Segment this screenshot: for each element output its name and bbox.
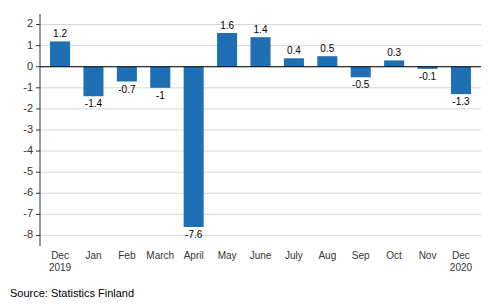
tick-mark — [36, 130, 40, 131]
data-label: -1.4 — [85, 98, 103, 109]
tick-mark — [36, 172, 40, 173]
grid-line — [40, 151, 481, 152]
grid-line — [40, 214, 481, 215]
bar — [150, 67, 170, 88]
category-label: April — [184, 250, 204, 261]
data-label: 1.2 — [53, 28, 67, 39]
category-label: March — [146, 250, 174, 261]
data-label: -1.3 — [452, 96, 470, 107]
category-label: Aug — [318, 250, 336, 261]
bar — [184, 67, 204, 227]
category-label-line: April — [184, 250, 204, 261]
data-label: 1.6 — [220, 20, 234, 31]
category-label-line: Feb — [118, 250, 136, 261]
tick-label: -5 — [23, 165, 33, 177]
grid-line — [40, 235, 481, 236]
grid-line — [40, 130, 481, 131]
tick-label: -2 — [23, 102, 33, 114]
grid-line — [40, 87, 481, 88]
category-label: Sep — [352, 250, 370, 261]
background — [0, 0, 493, 304]
category-label-line: Oct — [386, 250, 402, 261]
data-label: -0.5 — [352, 79, 370, 90]
category-label-line: March — [146, 250, 174, 261]
category-label-line: Dec — [51, 250, 69, 261]
bar — [384, 60, 404, 66]
category-label-line: 2019 — [49, 262, 72, 273]
category-label: Jan — [85, 250, 101, 261]
bar — [50, 41, 70, 66]
tick-mark — [36, 214, 40, 215]
bar — [83, 67, 103, 97]
tick-mark — [36, 24, 40, 25]
category-label: Dec2019 — [49, 250, 72, 273]
tick-label: -1 — [23, 81, 33, 93]
tick-label: 2 — [27, 17, 33, 29]
tick-label: -6 — [23, 186, 33, 198]
bar — [351, 67, 371, 78]
category-label: July — [285, 250, 303, 261]
category-label-line: Nov — [419, 250, 437, 261]
category-label-line: July — [285, 250, 303, 261]
category-label: May — [218, 250, 237, 261]
annotation: Source: Statistics Finland — [10, 287, 134, 299]
bar — [217, 33, 237, 67]
tick-label: 0 — [27, 60, 33, 72]
category-label-line: Sep — [352, 250, 370, 261]
y-axis-line — [40, 14, 41, 246]
category-label: Nov — [419, 250, 437, 261]
tick-label: 1 — [27, 39, 33, 51]
tick-mark — [36, 193, 40, 194]
category-label: Oct — [386, 250, 402, 261]
category-label: Dec2020 — [450, 250, 473, 273]
category-label-line: Dec — [452, 250, 470, 261]
category-label-line: Jan — [85, 250, 101, 261]
category-label-line: 2020 — [450, 262, 473, 273]
tick-label: -8 — [23, 228, 33, 240]
bar — [317, 56, 337, 67]
data-label: 0.5 — [320, 43, 334, 54]
grid-line — [40, 172, 481, 173]
tick-mark — [36, 108, 40, 109]
bar — [117, 67, 137, 82]
bar — [250, 37, 270, 67]
data-label: 1.4 — [254, 24, 268, 35]
category-label-line: June — [250, 250, 272, 261]
tick-mark — [36, 235, 40, 236]
category-label: June — [250, 250, 272, 261]
tick-mark — [36, 66, 40, 67]
data-label: -1 — [156, 90, 165, 101]
tick-mark — [36, 151, 40, 152]
bar — [451, 67, 471, 94]
data-label: -0.1 — [419, 71, 437, 82]
data-label: -7.6 — [185, 229, 203, 240]
data-label: 0.3 — [387, 47, 401, 58]
category-label-line: Aug — [318, 250, 336, 261]
bar — [284, 58, 304, 66]
tick-mark — [36, 45, 40, 46]
grid-line — [40, 66, 481, 67]
zero-line — [40, 66, 481, 67]
tick-label: -7 — [23, 207, 33, 219]
grid-line — [40, 193, 481, 194]
tick-label: -4 — [23, 144, 33, 156]
tick-mark — [36, 87, 40, 88]
grid-line — [40, 108, 481, 109]
data-label: 0.4 — [287, 45, 301, 56]
tick-label: -3 — [23, 123, 33, 135]
chart: -8 -7 -6 -5 -4 -3 -2 -1 0 1 2 1.2 -1.4 -0.7 -1 -7.6 1.6 1… — [0, 0, 493, 304]
category-label-line: May — [218, 250, 237, 261]
data-label: -0.7 — [118, 84, 136, 95]
category-label: Feb — [118, 250, 136, 261]
